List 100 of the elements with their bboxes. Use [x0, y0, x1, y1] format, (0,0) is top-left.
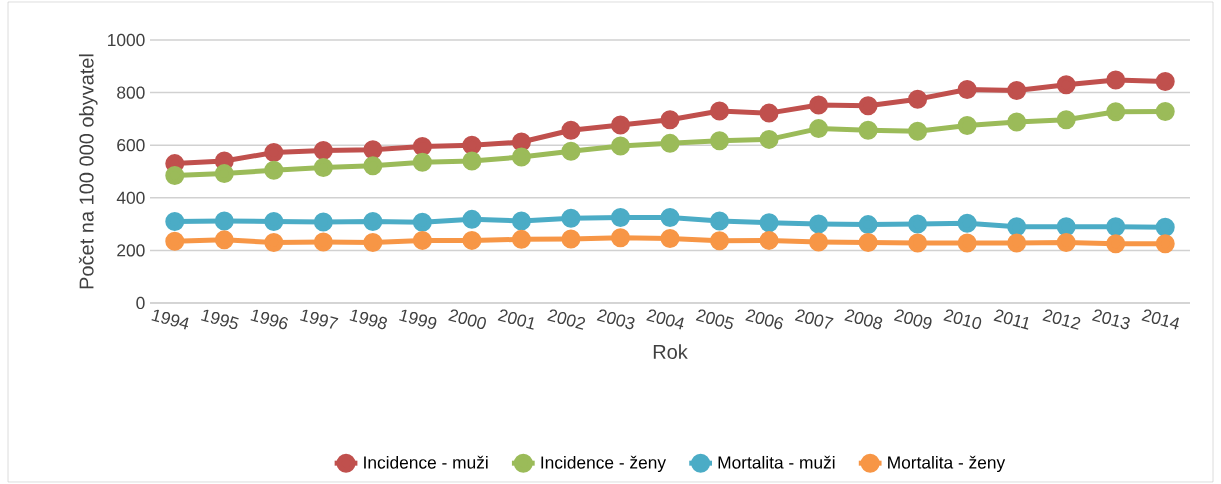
y-axis-title: Počet na 100 000 obyvatel [78, 54, 98, 289]
point [511, 229, 531, 249]
point [511, 147, 531, 167]
point [1007, 112, 1027, 132]
point [610, 228, 630, 248]
point [363, 140, 383, 160]
legend-label: Mortalita - muži [718, 455, 835, 469]
y-tick-label: 200 [117, 244, 145, 257]
point [511, 211, 531, 231]
point [858, 215, 878, 235]
point [858, 233, 878, 252]
x-tick-label: 2001 [497, 309, 534, 330]
point [908, 214, 928, 234]
point [858, 120, 878, 140]
x-tick-label: 2010 [943, 309, 982, 330]
point [412, 212, 432, 232]
point [1155, 217, 1175, 237]
x-tick-label: 2009 [893, 309, 932, 330]
y-tick-label: 400 [116, 191, 145, 204]
point [1007, 80, 1027, 100]
point [462, 135, 482, 155]
point [1106, 234, 1126, 254]
point [710, 231, 730, 251]
point [660, 133, 680, 153]
point [561, 208, 581, 228]
point [809, 95, 829, 115]
x-tick-label: 1994 [151, 309, 189, 330]
point [264, 211, 284, 231]
x-tick-label: 1996 [250, 309, 288, 330]
point [610, 136, 630, 156]
point [660, 208, 680, 228]
point [957, 213, 977, 233]
point [313, 212, 333, 232]
point [1007, 233, 1027, 253]
point [1056, 217, 1076, 237]
legend-label: Mortalita - ženy [888, 455, 1006, 473]
y-tick-label: 600 [117, 139, 145, 152]
point [759, 103, 779, 123]
y-tick-label: 1000 [108, 33, 145, 47]
point [710, 211, 730, 231]
x-tick-label: 2004 [646, 309, 684, 330]
x-tick-label: 1998 [349, 309, 388, 330]
point [1106, 217, 1126, 237]
x-tick-label: 2006 [745, 309, 784, 330]
point [957, 79, 977, 99]
point [908, 121, 928, 141]
point [759, 213, 779, 233]
point [759, 230, 779, 250]
point [1056, 233, 1076, 252]
point [264, 160, 284, 180]
x-tick-label: 2012 [1042, 309, 1081, 330]
point [759, 129, 779, 149]
point [1106, 102, 1126, 122]
point [561, 120, 581, 140]
point [1155, 72, 1175, 92]
point [412, 152, 432, 172]
point [858, 96, 878, 116]
point [165, 165, 185, 185]
point [908, 233, 928, 253]
legend-label: Incidence - muži [364, 455, 488, 469]
point [1007, 217, 1027, 237]
point [462, 151, 482, 171]
point [313, 232, 333, 252]
x-tick-label: 2005 [695, 309, 734, 330]
point [660, 110, 680, 130]
x-tick-label: 1995 [201, 309, 239, 330]
x-tick-label: 2000 [448, 309, 486, 330]
point [264, 233, 284, 252]
point [412, 137, 432, 157]
point [809, 232, 829, 252]
point [1056, 75, 1076, 95]
x-tick-label: 2008 [844, 309, 883, 330]
point [957, 115, 977, 135]
point [363, 233, 383, 252]
x-tick-label: 2007 [794, 309, 834, 329]
point [610, 208, 630, 228]
point [214, 164, 234, 184]
y-tick-label: 0 [136, 296, 145, 310]
point [165, 211, 185, 231]
x-tick-label: 2014 [1141, 309, 1179, 330]
point [957, 233, 977, 253]
point [660, 229, 680, 249]
x-tick-label: 2002 [547, 309, 586, 330]
x-axis-title: Rok [653, 344, 688, 360]
point [313, 158, 333, 178]
point [809, 214, 829, 234]
point [214, 230, 234, 250]
x-tick-label: 2011 [993, 309, 1029, 330]
point [462, 209, 482, 229]
point [165, 231, 185, 251]
point [313, 140, 333, 160]
point [908, 89, 928, 109]
point [710, 101, 730, 121]
point [710, 131, 730, 151]
x-tick-label: 1999 [399, 309, 437, 330]
legend-label: Incidence - ženy [541, 455, 667, 473]
point [462, 230, 482, 250]
point [1155, 234, 1175, 254]
y-tick-label: 800 [117, 86, 145, 99]
point [1155, 102, 1175, 122]
